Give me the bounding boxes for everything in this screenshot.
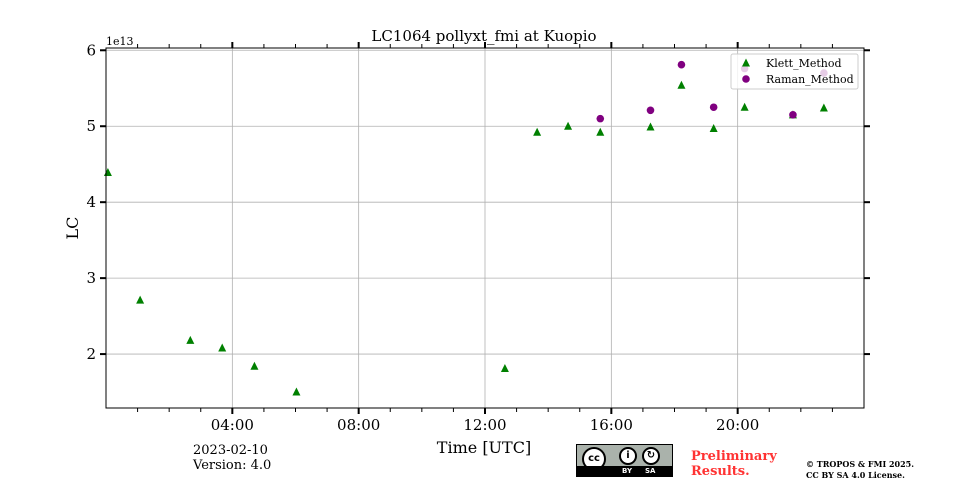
klett-point bbox=[819, 103, 828, 112]
sa-share-icon: ↻ bbox=[642, 447, 660, 465]
version-label: Version: 4.0 bbox=[193, 458, 272, 473]
x-axis-label: Time [UTC] bbox=[437, 438, 531, 457]
klett-point bbox=[646, 122, 655, 131]
raman-point bbox=[596, 114, 605, 123]
klett-point bbox=[709, 124, 718, 133]
x-tick-label: 20:00 bbox=[716, 416, 759, 434]
klett-point bbox=[564, 121, 573, 130]
klett-point bbox=[500, 364, 509, 373]
preliminary-label: Preliminary Results. bbox=[691, 449, 777, 479]
y-tick-label: 4 bbox=[86, 193, 96, 211]
klett-point bbox=[533, 127, 542, 136]
klett-point bbox=[103, 168, 112, 177]
klett-point bbox=[136, 295, 145, 304]
legend-label: Klett_Method bbox=[766, 57, 842, 70]
y-offset-label: 1e13 bbox=[106, 35, 134, 48]
cc-by-sa-badge: cc i ↻ BY SA bbox=[576, 444, 673, 477]
legend-klett-marker bbox=[742, 58, 750, 67]
footer-info: 2023-02-10 Version: 4.0 bbox=[193, 443, 271, 473]
y-tick-label: 3 bbox=[86, 269, 96, 287]
klett-point bbox=[596, 127, 605, 136]
raman-point bbox=[677, 60, 686, 69]
date-label: 2023-02-10 bbox=[193, 443, 268, 458]
by-person-icon: i bbox=[619, 447, 637, 465]
legend-label: Raman_Method bbox=[766, 73, 854, 86]
x-tick-label: 16:00 bbox=[590, 416, 633, 434]
y-tick-label: 6 bbox=[86, 41, 96, 59]
legend-raman-marker bbox=[742, 75, 750, 83]
x-tick-label: 12:00 bbox=[463, 416, 506, 434]
chart-title: LC1064 pollyxt_fmi at Kuopio bbox=[371, 27, 596, 45]
klett-point bbox=[250, 361, 259, 370]
copyright: © TROPOS & FMI 2025. CC BY SA 4.0 Licens… bbox=[806, 459, 914, 481]
klett-point bbox=[292, 387, 301, 396]
x-tick-label: 08:00 bbox=[337, 416, 380, 434]
raman-point bbox=[646, 106, 655, 115]
by-label: BY bbox=[622, 467, 633, 475]
plot-frame bbox=[105, 47, 865, 409]
x-tick-label: 04:00 bbox=[211, 416, 254, 434]
legend-box bbox=[730, 53, 859, 90]
copyright-text: © TROPOS & FMI 2025. bbox=[806, 459, 915, 469]
klett-point bbox=[677, 80, 686, 89]
license-text: CC BY SA 4.0 License. bbox=[806, 470, 905, 480]
y-tick-label: 2 bbox=[86, 345, 96, 363]
sa-label: SA bbox=[645, 467, 656, 475]
raman-point bbox=[709, 103, 718, 112]
klett-point bbox=[218, 343, 227, 352]
y-tick-label: 5 bbox=[86, 117, 96, 135]
y-axis-label: LC bbox=[63, 217, 82, 240]
klett-point bbox=[740, 102, 749, 111]
raman-point bbox=[789, 111, 797, 119]
klett-point bbox=[186, 335, 195, 344]
